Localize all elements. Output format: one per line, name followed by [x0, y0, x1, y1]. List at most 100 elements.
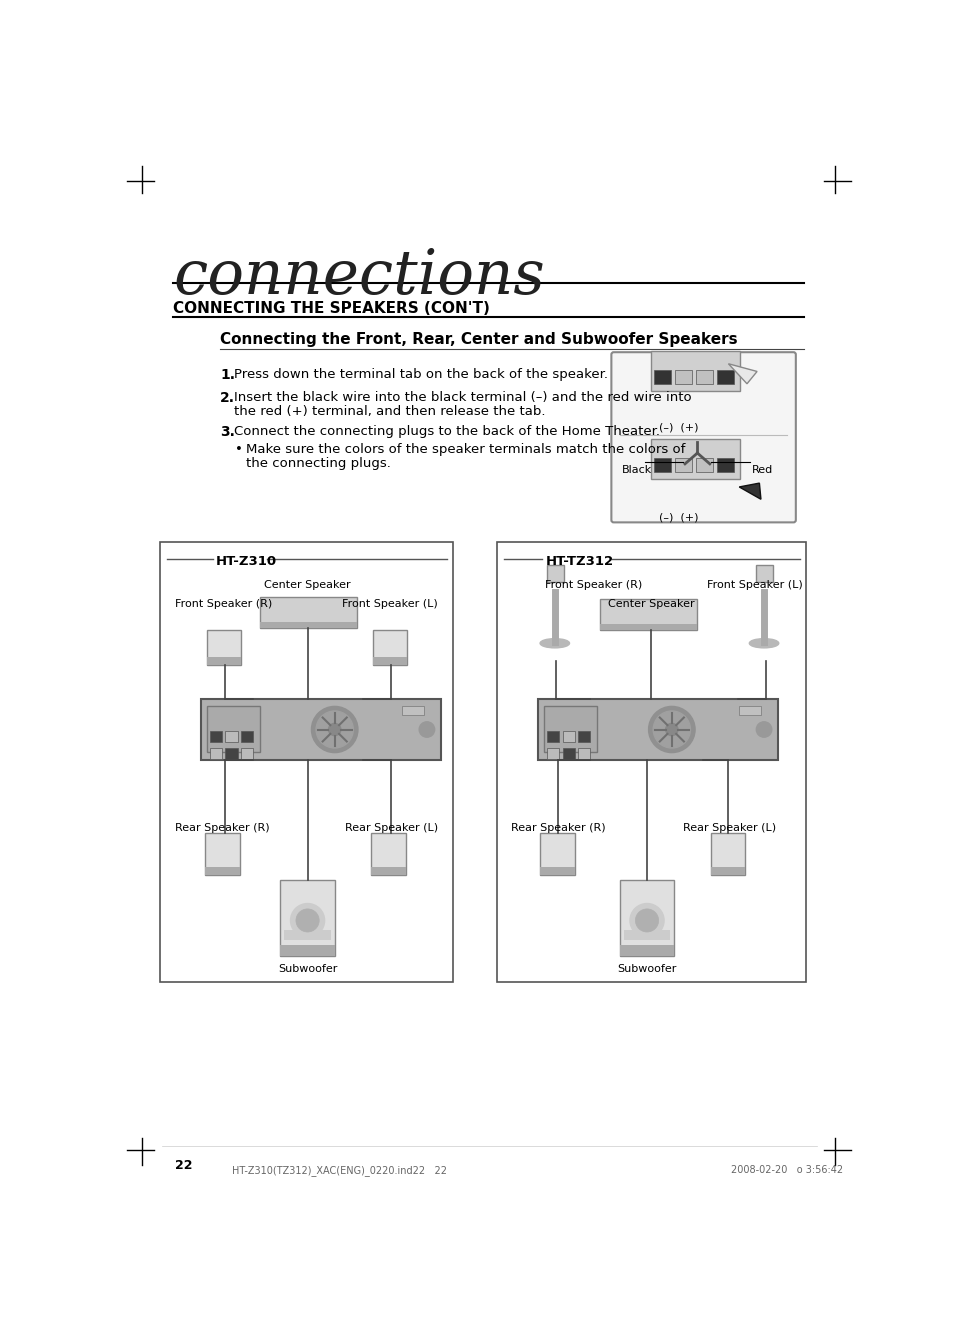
Bar	[259, 597, 356, 627]
Bar	[654, 457, 670, 472]
Bar	[539, 833, 575, 875]
Text: Connect the connecting plugs to the back of the Home Theater.: Connect the connecting plugs to the back…	[233, 426, 659, 439]
Circle shape	[315, 710, 353, 749]
Text: Black: Black	[620, 465, 651, 476]
Text: Rear Speaker (L): Rear Speaker (L)	[344, 824, 437, 833]
Bar	[619, 880, 674, 956]
Bar	[280, 945, 335, 956]
Circle shape	[328, 724, 340, 735]
Bar	[716, 457, 733, 472]
Bar	[210, 749, 222, 759]
Text: HT-Z310(TZ312)_XAC(ENG)_0220.ind22   22: HT-Z310(TZ312)_XAC(ENG)_0220.ind22 22	[232, 1165, 446, 1176]
Text: Rear Speaker (R): Rear Speaker (R)	[174, 824, 270, 833]
Bar	[205, 833, 240, 875]
Text: CONNECTING THE SPEAKERS (CON'T): CONNECTING THE SPEAKERS (CON'T)	[173, 301, 490, 315]
Bar	[225, 749, 237, 759]
Text: Make sure the colors of the speaker terminals match the colors of: Make sure the colors of the speaker term…	[246, 443, 685, 456]
Text: connections: connections	[173, 246, 545, 307]
FancyBboxPatch shape	[611, 352, 795, 522]
Bar	[650, 352, 740, 391]
Bar	[241, 731, 253, 742]
Text: Rear Speaker (R): Rear Speaker (R)	[510, 824, 604, 833]
Bar	[650, 439, 740, 480]
Text: 3.: 3.	[220, 426, 234, 439]
Ellipse shape	[748, 639, 778, 648]
Text: the red (+) terminal, and then release the tab.: the red (+) terminal, and then release t…	[233, 405, 545, 418]
Bar	[373, 630, 406, 664]
Circle shape	[635, 909, 658, 932]
Bar	[674, 370, 691, 384]
Bar	[284, 929, 331, 941]
Bar	[207, 705, 259, 751]
Bar	[756, 564, 773, 581]
Polygon shape	[728, 364, 757, 384]
Bar	[543, 705, 596, 751]
Text: Rear Speaker (L): Rear Speaker (L)	[682, 824, 776, 833]
Bar	[599, 600, 697, 630]
Text: Insert the black wire into the black terminal (–) and the red wire into: Insert the black wire into the black ter…	[233, 390, 691, 403]
Bar	[619, 945, 674, 956]
Text: the connecting plugs.: the connecting plugs.	[246, 457, 391, 471]
Text: Subwoofer: Subwoofer	[277, 963, 337, 974]
Bar	[160, 542, 453, 982]
Circle shape	[311, 706, 357, 753]
Bar	[207, 630, 241, 664]
Text: Connecting the Front, Rear, Center and Subwoofer Speakers: Connecting the Front, Rear, Center and S…	[220, 332, 737, 347]
Text: Front Speaker (L): Front Speaker (L)	[706, 580, 801, 590]
Bar	[402, 705, 423, 714]
Bar	[205, 867, 240, 875]
Circle shape	[295, 909, 319, 932]
Text: Press down the terminal tab on the back of the speaker.: Press down the terminal tab on the back …	[233, 368, 607, 381]
Bar	[739, 705, 760, 714]
Ellipse shape	[539, 639, 569, 648]
Text: HT-Z310: HT-Z310	[216, 555, 277, 568]
Text: (–)  (+): (–) (+)	[658, 422, 698, 432]
Bar	[546, 564, 563, 581]
Bar	[623, 929, 670, 941]
Text: 2008-02-20   ο 3:56:42: 2008-02-20 ο 3:56:42	[731, 1165, 842, 1176]
Bar	[695, 370, 712, 384]
Bar	[210, 731, 222, 742]
Bar	[207, 658, 241, 664]
Bar	[710, 867, 744, 875]
Bar	[371, 867, 406, 875]
Bar	[539, 867, 575, 875]
Text: •: •	[235, 443, 243, 456]
Circle shape	[629, 904, 663, 937]
Text: Center Speaker: Center Speaker	[607, 600, 694, 609]
Bar	[497, 542, 805, 982]
Bar	[225, 731, 237, 742]
Circle shape	[756, 722, 771, 737]
Text: Front Speaker (L): Front Speaker (L)	[341, 600, 437, 609]
Text: Subwoofer: Subwoofer	[617, 963, 676, 974]
Bar	[280, 880, 335, 956]
Text: Front Speaker (R): Front Speaker (R)	[175, 600, 273, 609]
Bar	[578, 749, 590, 759]
Bar	[695, 457, 712, 472]
Polygon shape	[739, 484, 760, 500]
Bar	[562, 731, 575, 742]
Bar	[578, 731, 590, 742]
Bar	[546, 731, 558, 742]
Bar	[241, 749, 253, 759]
Circle shape	[291, 904, 324, 937]
Circle shape	[648, 706, 695, 753]
Bar	[710, 833, 744, 875]
Bar	[716, 370, 733, 384]
Text: Front Speaker (R): Front Speaker (R)	[545, 580, 642, 590]
Bar	[259, 622, 356, 627]
Text: (–)  (+): (–) (+)	[658, 513, 698, 522]
Text: 22: 22	[174, 1159, 193, 1172]
Bar	[537, 700, 778, 759]
Circle shape	[418, 722, 435, 737]
Text: HT-TZ312: HT-TZ312	[545, 555, 613, 568]
Bar	[371, 833, 406, 875]
Bar	[654, 370, 670, 384]
Bar	[546, 749, 558, 759]
Bar	[562, 749, 575, 759]
Bar	[599, 623, 697, 630]
Bar	[200, 700, 440, 759]
Text: Center Speaker: Center Speaker	[264, 580, 351, 590]
Text: 1.: 1.	[220, 368, 234, 382]
Text: 2.: 2.	[220, 390, 234, 405]
